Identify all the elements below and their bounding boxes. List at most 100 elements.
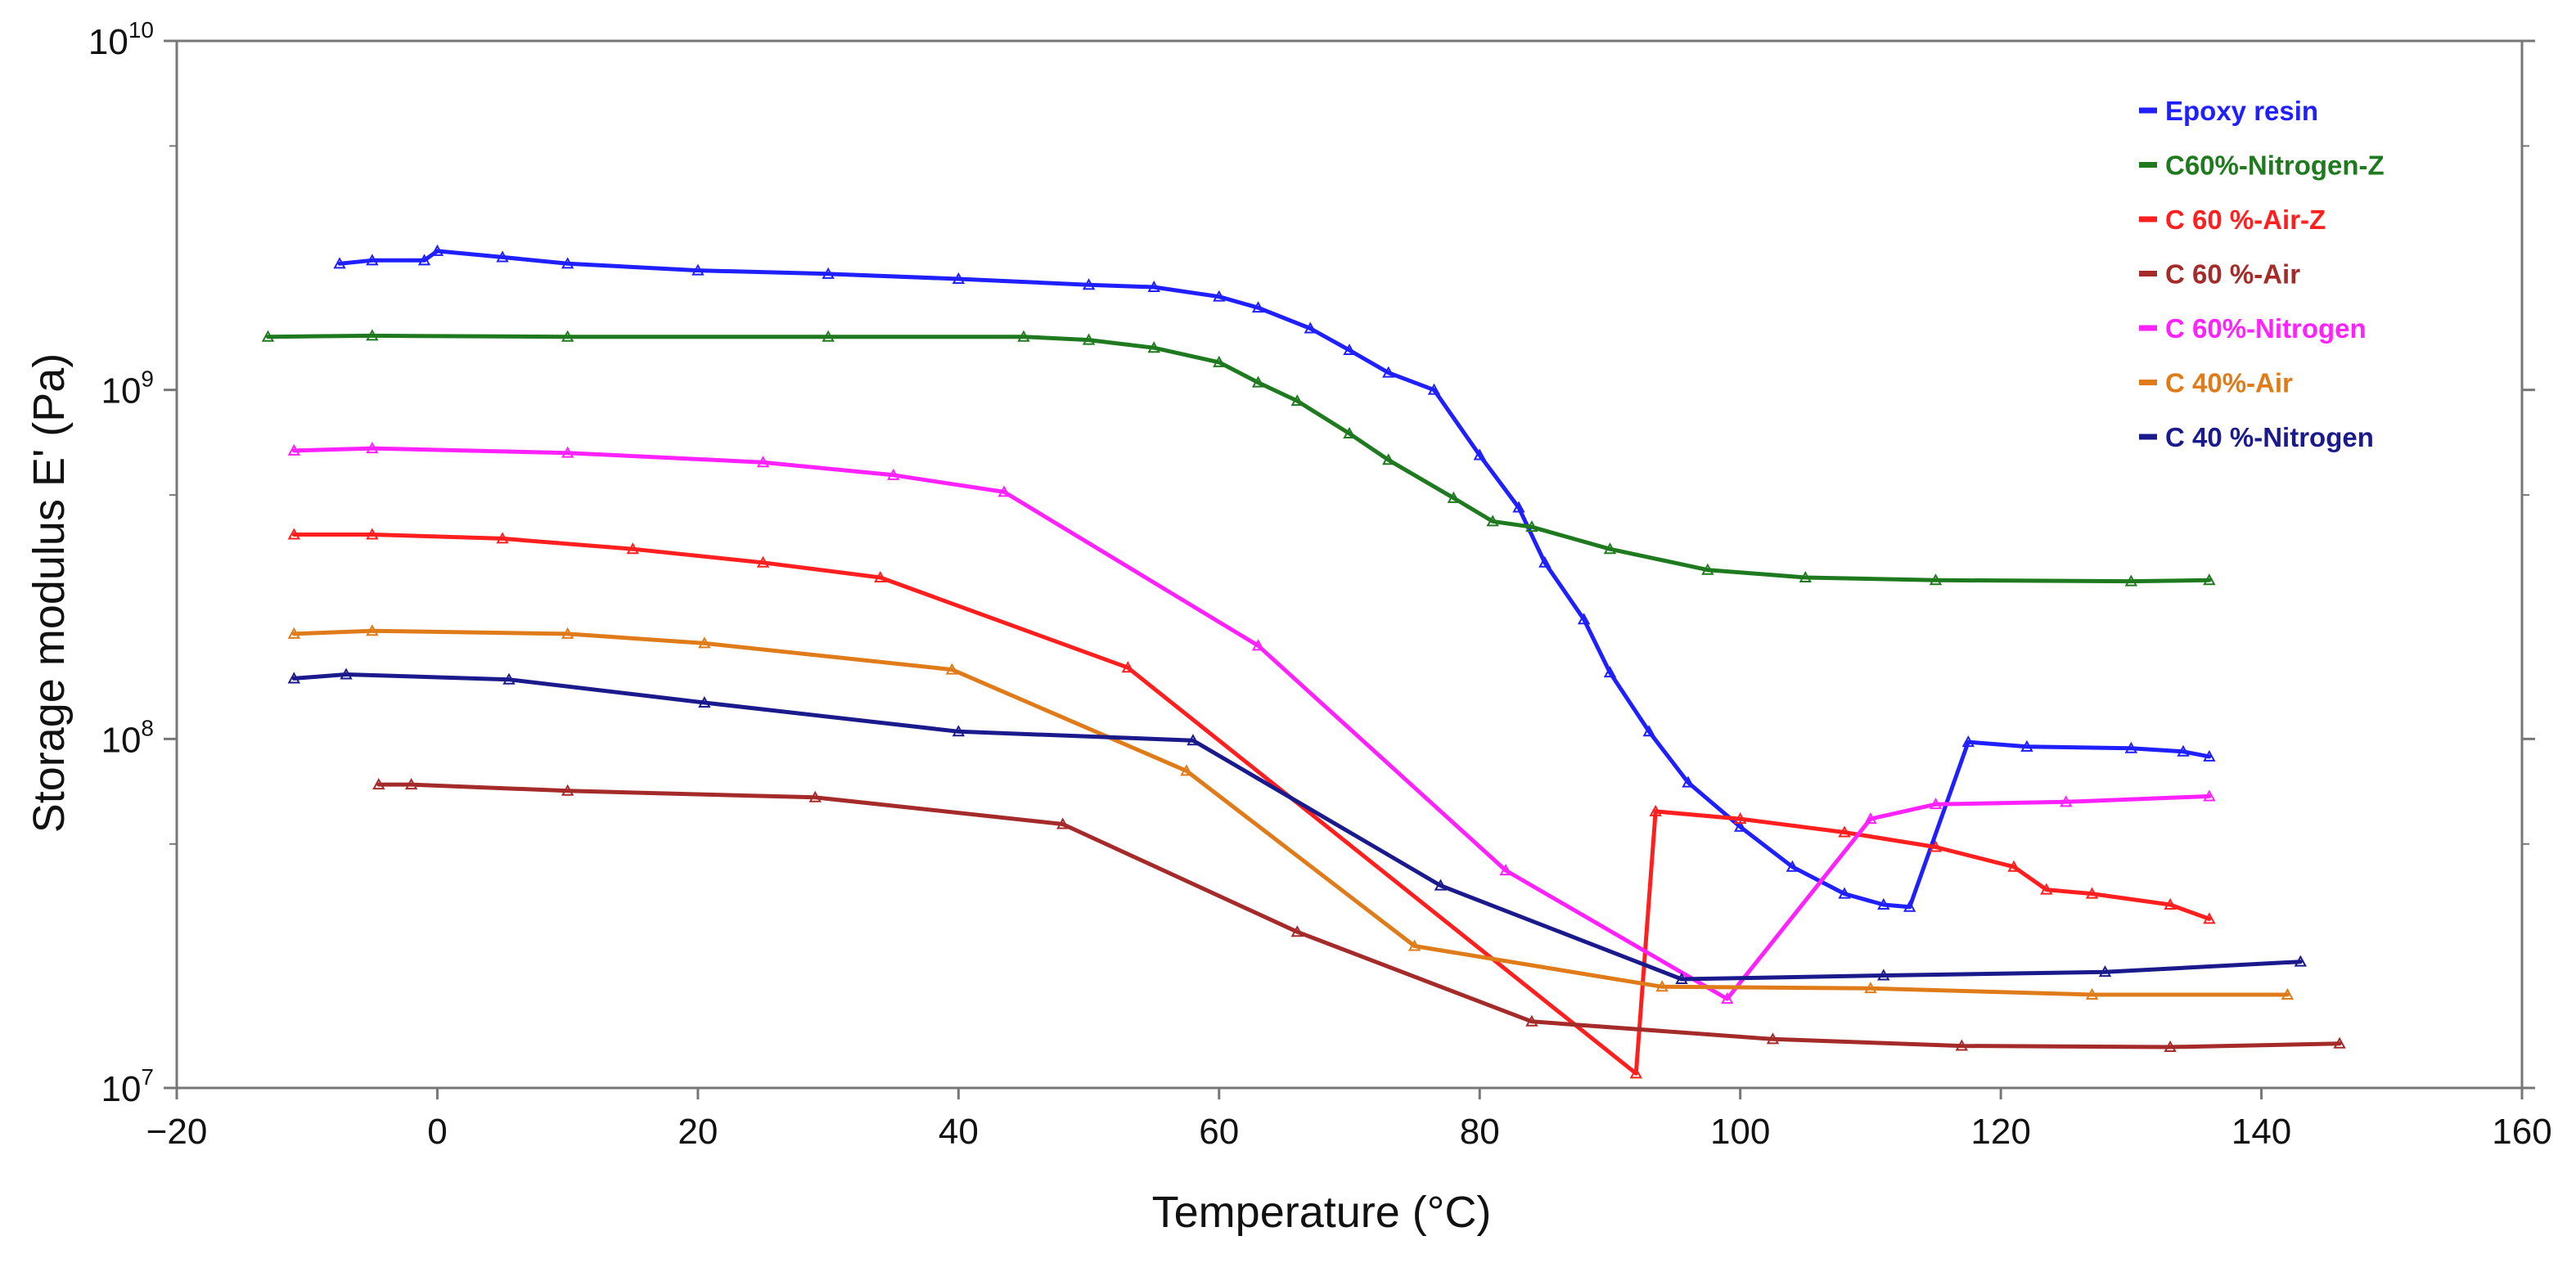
data-point (822, 330, 835, 342)
legend-item: Epoxy resin (2139, 96, 2318, 126)
data-point (2164, 897, 2177, 910)
data-point (404, 778, 418, 790)
data-point (1877, 897, 1890, 910)
y-tick-label: 109 (101, 366, 154, 411)
data-point (1577, 613, 1591, 625)
series-line (291, 672, 2303, 982)
series-line (376, 782, 2342, 1050)
data-point (2060, 795, 2073, 807)
data-point (2124, 741, 2138, 753)
series-line (337, 249, 2212, 910)
data-point (1786, 860, 1799, 872)
data-point (1056, 817, 1070, 829)
data-point (1121, 661, 1135, 673)
series-lines (261, 244, 2346, 1079)
data-point (822, 267, 835, 279)
y-axis-tick-labels: 1010 109 108 107 (88, 17, 154, 1109)
data-point (561, 257, 574, 269)
data-point (2098, 965, 2112, 978)
x-tick-label: 140 (2231, 1112, 2291, 1152)
data-point (2040, 883, 2053, 895)
data-point (1538, 555, 1551, 568)
data-point (1929, 798, 1943, 810)
legend-label: C60%-Nitrogen-Z (2165, 151, 2385, 181)
data-point (372, 778, 385, 790)
data-point (1213, 290, 1226, 302)
data-point (1675, 972, 1688, 984)
data-point (1525, 1014, 1538, 1027)
legend-item: C 60 %-Air (2139, 259, 2300, 290)
x-tick-label: 0 (427, 1112, 447, 1152)
data-point (496, 532, 509, 544)
data-point (691, 263, 705, 276)
data-point (874, 570, 887, 583)
data-point (2007, 860, 2020, 872)
data-point (2085, 887, 2099, 899)
data-point (340, 667, 353, 680)
x-tick-label: −20 (146, 1112, 208, 1152)
data-point (1721, 991, 1734, 1005)
data-point (1525, 520, 1538, 533)
data-point (561, 446, 574, 458)
legend-label: C 60%-Nitrogen (2165, 313, 2367, 344)
data-point (756, 456, 770, 468)
x-axis-title: Temperature (°C) (1152, 1188, 1492, 1237)
x-tick-label: 40 (939, 1112, 979, 1152)
data-point (1290, 394, 1304, 407)
data-point (1733, 820, 1747, 832)
data-point (998, 485, 1011, 497)
data-point (1290, 925, 1304, 937)
data-point (2020, 739, 2033, 752)
data-point (287, 672, 300, 684)
data-point (1682, 775, 1695, 788)
data-point (1629, 1067, 1642, 1079)
data-point (1701, 563, 1714, 575)
data-point (1486, 515, 1499, 527)
data-point (1082, 333, 1096, 345)
data-point (1017, 330, 1030, 342)
data-point (1251, 375, 1265, 388)
data-point (366, 528, 379, 540)
legend-label: C 40%-Air (2165, 368, 2293, 398)
series-line (291, 533, 2212, 1076)
legend-item: C60%-Nitrogen-Z (2139, 151, 2385, 181)
data-point (1512, 501, 1525, 513)
data-point (287, 627, 300, 639)
data-point (1864, 812, 1877, 825)
data-point (626, 542, 639, 555)
data-point (952, 272, 966, 284)
data-point (561, 627, 574, 639)
x-tick-label: 80 (1460, 1112, 1500, 1152)
data-point (1642, 725, 1655, 737)
data-point (2203, 749, 2216, 762)
data-point (1961, 735, 1975, 748)
data-point (1473, 448, 1486, 461)
series-5 (287, 624, 2295, 1000)
legend-item: C 40%-Air (2139, 368, 2293, 398)
legend: Epoxy resin C60%-Nitrogen-Z C 60 %-Air-Z C … (2139, 96, 2385, 452)
data-point (2203, 573, 2216, 586)
series-1 (261, 329, 2216, 587)
data-point (1407, 939, 1421, 951)
series-line (266, 333, 2212, 584)
data-point (1427, 383, 1441, 395)
data-point (1343, 343, 1356, 356)
series-0 (333, 244, 2216, 912)
data-point (1213, 355, 1226, 367)
series-6 (287, 667, 2308, 984)
legend-label: C 60 %-Air (2165, 259, 2300, 290)
data-point (2164, 1040, 2177, 1052)
data-point (1382, 453, 1395, 465)
y-tick-label: 108 (101, 715, 154, 760)
data-point (366, 624, 379, 636)
legend-item: C 40 %-Nitrogen (2139, 422, 2374, 452)
data-point (1649, 804, 1662, 816)
data-point (808, 790, 822, 802)
data-point (1447, 491, 1461, 503)
data-point (1655, 980, 1669, 992)
data-point (1903, 900, 1916, 912)
data-point (1799, 570, 1812, 583)
data-point (366, 329, 379, 341)
data-point (287, 528, 300, 540)
